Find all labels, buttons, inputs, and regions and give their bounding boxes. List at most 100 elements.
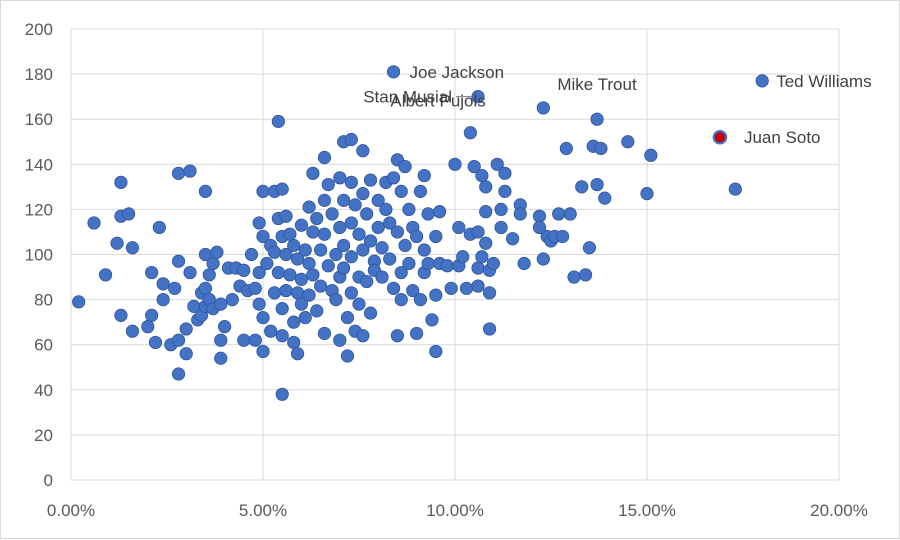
- data-point: [287, 315, 301, 329]
- data-point: [275, 387, 289, 401]
- data-point: [621, 135, 635, 149]
- data-point: [179, 322, 193, 336]
- data-point: [248, 281, 262, 295]
- data-point: [337, 193, 351, 207]
- data-point: [409, 229, 424, 244]
- data-point: [114, 308, 128, 322]
- data-point: [252, 216, 266, 230]
- data-point: [363, 306, 378, 320]
- data-point: [394, 265, 408, 280]
- data-point: [375, 241, 389, 255]
- labeled-data-point: [386, 65, 401, 79]
- data-point: [325, 207, 339, 221]
- data-point: [306, 268, 320, 282]
- data-point: [321, 177, 335, 192]
- data-point: [452, 220, 466, 235]
- data-point: [141, 320, 155, 334]
- x-tick-label: 0.00%: [47, 501, 95, 520]
- data-point: [283, 227, 297, 241]
- point-annotations: Joe Jackson Stan Musial Mike Trout Albert P…: [363, 63, 871, 147]
- data-point: [486, 256, 500, 271]
- data-point: [72, 295, 86, 309]
- data-point: [482, 322, 497, 336]
- data-point: [482, 286, 497, 300]
- data-point: [267, 286, 282, 300]
- data-point: [310, 211, 324, 226]
- x-tick-label: 20.00%: [810, 501, 868, 520]
- data-point: [402, 256, 416, 271]
- data-point: [279, 247, 293, 262]
- data-point: [344, 216, 358, 230]
- data-point: [317, 150, 332, 165]
- data-point: [214, 351, 228, 365]
- data-point: [590, 177, 604, 192]
- data-point: [125, 241, 140, 255]
- data-point: [244, 247, 259, 262]
- data-point: [429, 344, 443, 359]
- data-point: [383, 252, 397, 266]
- data-point: [383, 216, 397, 230]
- data-point: [467, 159, 481, 174]
- data-point: [329, 292, 343, 307]
- y-tick-label: 20: [34, 426, 53, 445]
- data-point: [198, 184, 212, 198]
- data-point: [371, 220, 385, 235]
- data-point: [310, 304, 324, 318]
- data-point: [202, 268, 216, 282]
- data-point: [298, 243, 312, 257]
- data-point: [578, 268, 593, 282]
- data-point: [390, 225, 404, 239]
- data-point: [256, 184, 270, 198]
- data-point: [306, 166, 320, 180]
- y-tick-label: 140: [25, 155, 53, 174]
- data-points: [72, 65, 769, 401]
- x-axis-ticks: 0.00% 5.00% 10.00% 15.00% 20.00%: [47, 501, 868, 520]
- data-point: [429, 229, 443, 244]
- data-point: [267, 245, 282, 259]
- data-point: [275, 302, 289, 316]
- data-point: [171, 166, 186, 180]
- data-point: [406, 283, 420, 298]
- data-point: [122, 207, 136, 221]
- data-point: [283, 268, 297, 282]
- data-point: [398, 159, 412, 174]
- data-point: [644, 148, 658, 162]
- data-point: [294, 297, 308, 311]
- data-point: [356, 329, 370, 343]
- data-point: [275, 182, 289, 196]
- data-point: [433, 205, 447, 219]
- data-point: [356, 243, 370, 257]
- data-point: [337, 261, 351, 275]
- data-point: [479, 180, 493, 194]
- data-point: [594, 141, 608, 156]
- data-point: [306, 225, 320, 239]
- data-point: [256, 311, 270, 325]
- data-point: [425, 313, 439, 327]
- data-point: [198, 281, 212, 295]
- data-point: [728, 182, 742, 196]
- y-tick-label: 80: [34, 291, 53, 310]
- data-point: [298, 311, 312, 325]
- data-point: [333, 220, 347, 235]
- data-point: [386, 171, 401, 185]
- data-point: [421, 207, 435, 221]
- data-point: [567, 270, 581, 284]
- labeled-data-point: [463, 126, 477, 140]
- data-point: [156, 277, 170, 291]
- data-point: [225, 292, 239, 307]
- data-point: [271, 265, 285, 280]
- x-tick-label: 5.00%: [239, 501, 287, 520]
- data-point: [471, 225, 485, 239]
- data-point: [490, 157, 504, 171]
- data-point: [559, 141, 573, 156]
- data-point: [479, 205, 493, 219]
- data-point: [179, 347, 193, 361]
- data-point: [413, 292, 428, 307]
- data-point: [294, 218, 308, 232]
- data-point: [590, 112, 604, 126]
- data-point: [317, 193, 332, 207]
- data-point: [271, 114, 285, 129]
- data-point: [302, 200, 316, 214]
- data-point: [471, 279, 485, 293]
